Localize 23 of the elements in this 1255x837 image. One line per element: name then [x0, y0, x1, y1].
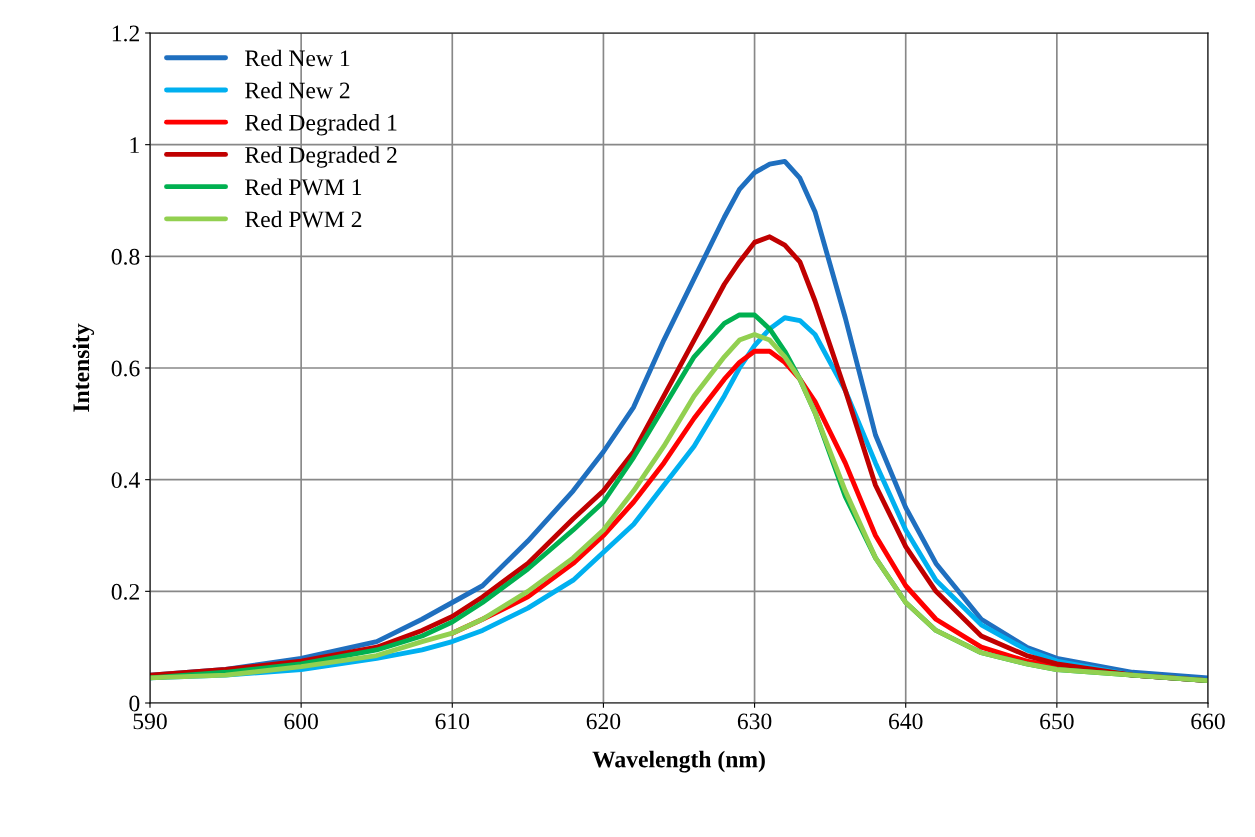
x-tick-label: 650: [1040, 713, 1074, 730]
x-tick-label: 640: [889, 713, 923, 730]
legend-label: Red PWM 2: [245, 210, 362, 228]
y-axis-title: Intensity: [72, 323, 95, 412]
legend-label: Red New 1: [245, 49, 350, 67]
x-tick-label: 600: [284, 713, 318, 730]
x-tick-label: 620: [586, 713, 621, 730]
y-tick-label: 0.6: [111, 360, 140, 377]
y-tick-label: 0.2: [111, 583, 139, 600]
x-tick-label: 660: [1191, 713, 1225, 730]
y-tick-label: 1.2: [112, 25, 139, 42]
y-tick-label: 1: [130, 137, 139, 153]
legend-label: Red New 2: [245, 81, 350, 99]
x-tick-label: 610: [435, 713, 470, 730]
legend-label: Red PWM 1: [245, 178, 362, 196]
y-tick-label: 0.8: [111, 248, 140, 265]
legend-label: Red Degraded 2: [245, 146, 397, 168]
y-tick-label: 0: [129, 695, 140, 712]
legend-label: Red Degraded 1: [245, 114, 397, 136]
x-axis-title: Wavelength (nm): [592, 750, 765, 773]
y-tick-label: 0.4: [111, 472, 140, 489]
x-tick-label: 630: [737, 713, 772, 730]
x-tick-label: 590: [133, 713, 167, 730]
